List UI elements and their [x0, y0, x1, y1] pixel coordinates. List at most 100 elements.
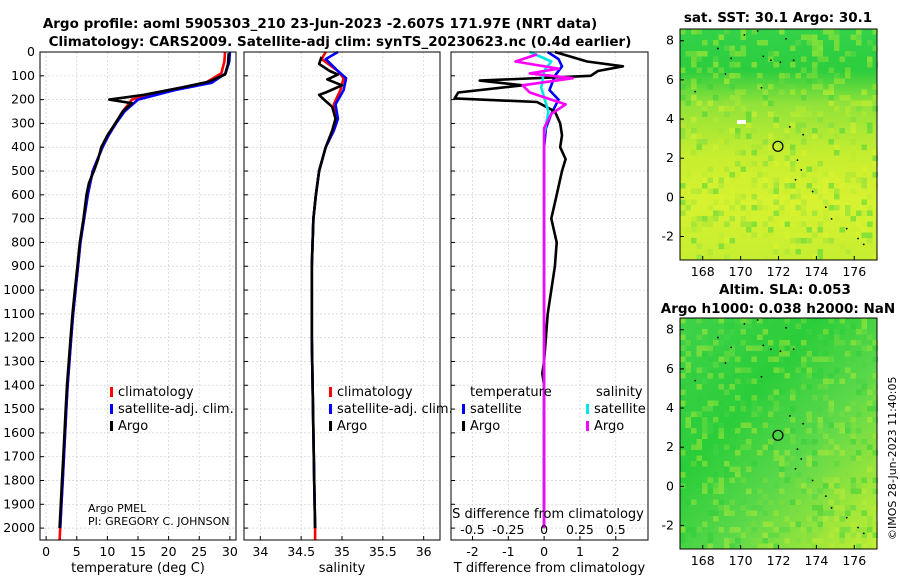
map-cell	[768, 411, 774, 417]
map-cell	[680, 106, 686, 112]
map-cell	[850, 106, 856, 112]
map-cell	[861, 389, 867, 395]
legend-argo-swatch	[110, 421, 113, 431]
map-cell	[757, 205, 763, 211]
map-cell	[845, 205, 851, 211]
map-cell	[718, 210, 724, 216]
map-cell	[685, 51, 691, 57]
map-cell	[790, 389, 796, 395]
map-cell	[729, 444, 735, 450]
map-cell	[729, 477, 735, 483]
map-cell	[740, 166, 746, 172]
map-cell	[773, 183, 779, 189]
legend-satellite-swatch	[329, 404, 332, 414]
x-tick-label: 168	[691, 264, 715, 279]
map-cell	[861, 521, 867, 527]
map-cell	[817, 538, 823, 544]
map-cell	[828, 84, 834, 90]
map-cell	[872, 356, 878, 362]
map-cell	[801, 95, 807, 101]
map-cell	[691, 128, 697, 134]
island	[743, 33, 746, 36]
legend-climatology-swatch	[329, 387, 332, 397]
map-cell	[696, 144, 702, 150]
map-cell	[856, 100, 862, 106]
x-axis-label: T difference from climatology	[453, 561, 646, 576]
map-cell	[817, 117, 823, 123]
map-cell	[702, 51, 708, 57]
map-cell	[718, 477, 724, 483]
map-cell	[746, 117, 752, 123]
map-cell	[735, 133, 741, 139]
map-cell	[746, 29, 752, 35]
map-cell	[757, 318, 763, 324]
map-cell	[746, 210, 752, 216]
map-cell	[845, 177, 851, 183]
map-cell	[801, 483, 807, 489]
island	[724, 73, 727, 75]
map-cell	[680, 329, 686, 335]
map-cell	[823, 510, 829, 516]
map-cell	[801, 34, 807, 40]
map-cell	[702, 417, 708, 423]
map-cell	[784, 351, 790, 357]
map-cell	[685, 340, 691, 346]
map-cell	[872, 395, 878, 401]
map-cell	[779, 78, 785, 84]
island	[730, 346, 733, 349]
map-cell	[702, 216, 708, 222]
map-cell	[718, 34, 724, 40]
map-cell	[751, 510, 757, 516]
map-cell	[702, 334, 708, 340]
map-cell	[768, 84, 774, 90]
map-cell	[724, 254, 730, 260]
map-cell	[729, 62, 735, 68]
map-cell	[795, 194, 801, 200]
map-cell	[845, 111, 851, 117]
map-cell	[762, 172, 768, 178]
map-cell	[872, 488, 878, 494]
map-cell	[867, 417, 873, 423]
map-cell	[872, 84, 878, 90]
map-cell	[735, 466, 741, 472]
map-cell	[828, 183, 834, 189]
map-cell	[757, 111, 763, 117]
plot-frame	[450, 51, 649, 541]
map-cell	[823, 483, 829, 489]
map-cell	[724, 461, 730, 467]
map-cell	[729, 499, 735, 505]
map-cell	[724, 139, 730, 145]
map-cell	[729, 216, 735, 222]
map-cell	[817, 254, 823, 260]
map-cell	[680, 351, 686, 357]
map-cell	[724, 472, 730, 478]
map-cell	[751, 538, 757, 544]
map-cell	[839, 227, 845, 233]
map-cell	[801, 406, 807, 412]
map-cell	[779, 221, 785, 227]
map-cell	[823, 238, 829, 244]
map-cell	[713, 450, 719, 456]
map-cell	[773, 367, 779, 373]
map-cell	[762, 532, 768, 538]
map-cell	[680, 183, 686, 189]
map-cell	[707, 422, 713, 428]
x-tick-label: 34.5	[287, 544, 315, 559]
map-cell	[680, 84, 686, 90]
map-cell	[790, 183, 796, 189]
map-cell	[861, 406, 867, 412]
map-cell	[751, 161, 757, 167]
x-tick-label: 170	[729, 264, 753, 279]
island	[845, 227, 848, 230]
x-tick-label: 5	[73, 544, 81, 559]
map-cell	[801, 133, 807, 139]
map-cell	[784, 521, 790, 527]
map-cell	[746, 510, 752, 516]
map-cell	[850, 216, 856, 222]
map-cell	[839, 128, 845, 134]
legend-climatology-label: climatology	[337, 385, 413, 400]
map-cell	[768, 111, 774, 117]
island	[756, 30, 759, 32]
map-cell	[812, 318, 818, 324]
map-cell	[713, 499, 719, 505]
